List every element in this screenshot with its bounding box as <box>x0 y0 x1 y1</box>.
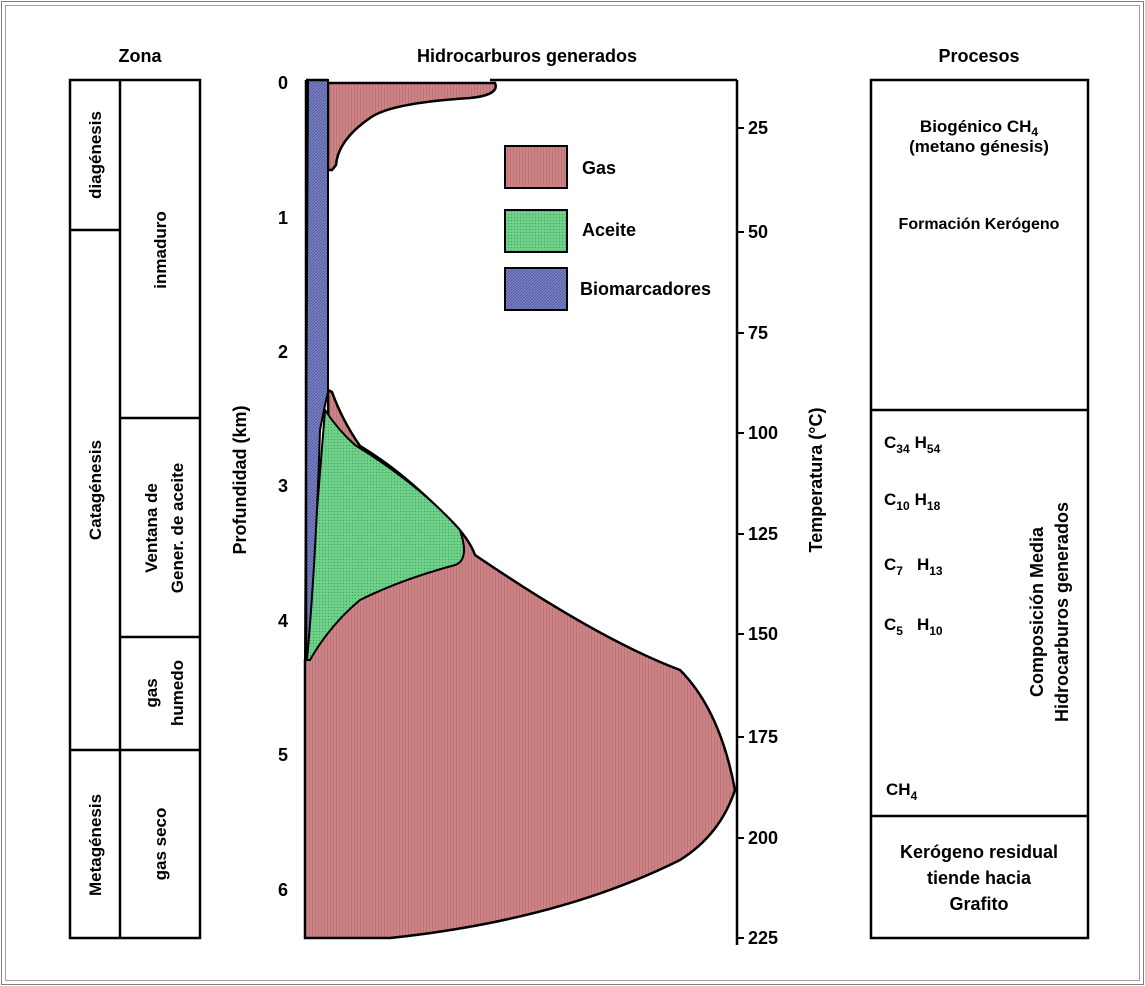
depth-tick: 2 <box>278 342 288 362</box>
zona-gas-seco: gas seco <box>151 808 170 881</box>
legend-swatch-aceite <box>504 209 568 253</box>
depth-tick: 5 <box>278 745 288 765</box>
temp-tick: 50 <box>748 222 768 242</box>
residual-line3: Grafito <box>949 894 1008 914</box>
legend-label-gas: Gas <box>582 158 616 178</box>
svg-text:Biogénico CH4: Biogénico CH4 <box>920 117 1038 139</box>
legend-label-aceite: Aceite <box>582 220 636 240</box>
temp-tick: 100 <box>748 423 778 443</box>
depth-tick: 0 <box>278 73 288 93</box>
formacion-label: Formación Kerógeno <box>899 216 1060 233</box>
zona-column <box>68 78 202 940</box>
header-procesos: Procesos <box>938 46 1019 66</box>
procesos-text: Biogénico CH4 (metano génesis) Formación… <box>884 117 1072 914</box>
procesos-column <box>869 78 1090 940</box>
temp-tick: 25 <box>748 118 768 138</box>
depth-tick: 6 <box>278 880 288 900</box>
depth-tick: 3 <box>278 476 288 496</box>
temperature-axis <box>737 127 744 939</box>
biogenico-label: Biogénico CH <box>920 117 1031 136</box>
zona-gas-humedo-1: gas <box>142 678 161 707</box>
zona-ventana-1: Ventana de <box>142 483 161 573</box>
f2-c: C <box>884 490 896 509</box>
zona-inmaduro: inmaduro <box>151 211 170 288</box>
depth-axis-label: Profundidad (km) <box>230 406 250 555</box>
legend-swatch-gas <box>504 145 568 189</box>
temp-axis-label: Temperatura (°C) <box>806 408 826 553</box>
biomarker-area <box>303 79 329 661</box>
zona-ventana-2: Gener. de aceite <box>168 463 187 593</box>
ch4-label: CH <box>886 780 911 799</box>
zona-gas-humedo-2: humedo <box>168 660 187 726</box>
residual-line1: Kerógeno residual <box>900 842 1058 862</box>
header-zona: Zona <box>119 46 163 66</box>
legend: Gas Aceite Biomarcadores <box>504 145 711 311</box>
temp-tick: 75 <box>748 323 768 343</box>
temp-tick: 225 <box>748 928 778 948</box>
temp-tick: 125 <box>748 524 778 544</box>
biogenico-sub: 4 <box>1031 125 1038 139</box>
inner-border <box>5 5 1140 981</box>
metano-label: (metano génesis) <box>909 137 1049 156</box>
zona-metagenesis: Metagénesis <box>86 794 105 896</box>
temp-tick: 150 <box>748 624 778 644</box>
zona-diagenesis: diagénesis <box>86 111 105 199</box>
oil-area <box>303 406 465 661</box>
f4-c: C <box>884 615 896 634</box>
temp-tick: 175 <box>748 727 778 747</box>
zona-catagenesis: Catagénesis <box>86 440 105 540</box>
svg-text:CH4: CH4 <box>886 780 918 803</box>
composicion-line2: Hidrocarburos generados <box>1052 502 1072 722</box>
gas-area-biogenic <box>326 81 497 172</box>
depth-tick: 1 <box>278 208 288 228</box>
composicion-line1: Composición Media <box>1027 526 1047 697</box>
depth-axis: 0 1 2 3 4 5 6 Profundidad (km) <box>230 73 288 900</box>
temp-tick: 200 <box>748 828 778 848</box>
depth-tick: 4 <box>278 611 288 631</box>
residual-line2: tiende hacia <box>927 868 1032 888</box>
hydrocarbon-plot <box>303 79 737 940</box>
f1-c: C <box>884 433 896 452</box>
plot-frame <box>304 78 739 945</box>
legend-label-biomarcadores: Biomarcadores <box>580 279 711 299</box>
f3-c: C <box>884 555 896 574</box>
legend-swatch-biomarcadores <box>504 267 568 311</box>
header-hidrocarburos: Hidrocarburos generados <box>417 46 637 66</box>
